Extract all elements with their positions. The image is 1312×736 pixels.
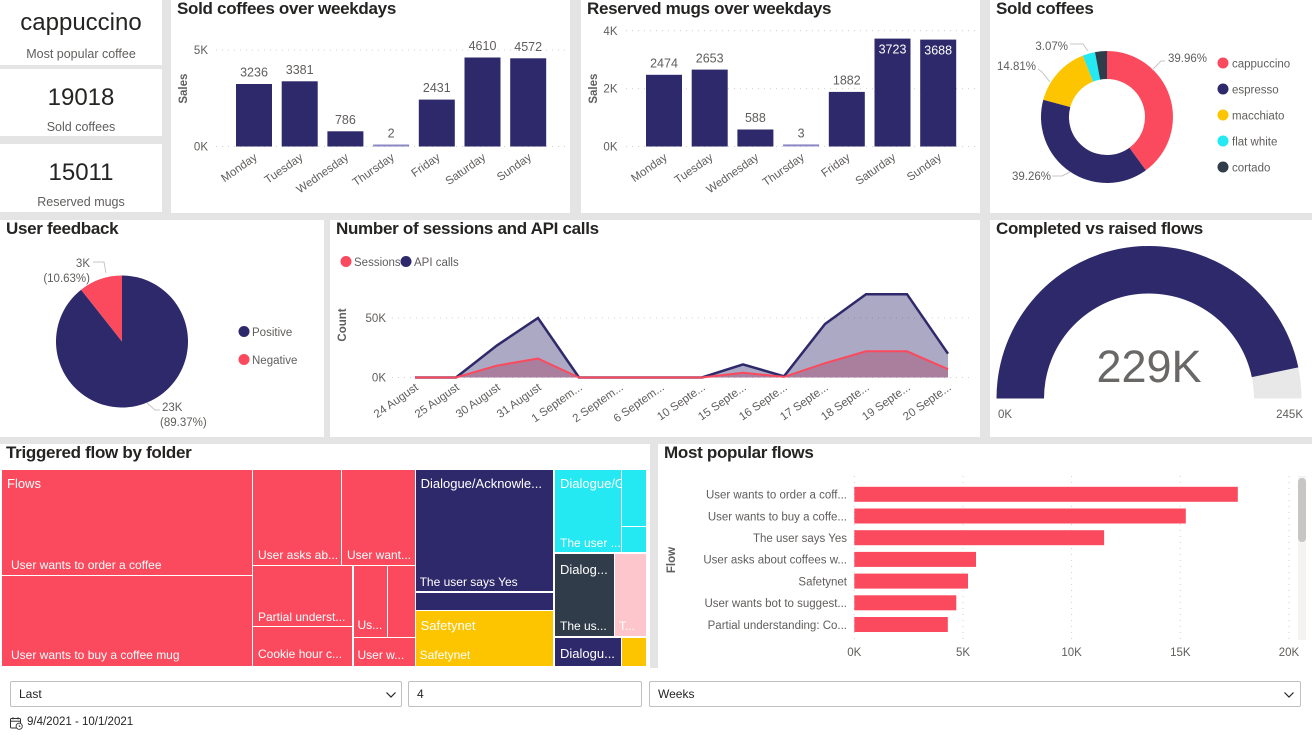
svg-text:Monday: Monday	[219, 151, 260, 184]
svg-text:3K: 3K	[76, 258, 90, 270]
svg-text:The user says Yes: The user says Yes	[753, 533, 847, 545]
svg-text:0K: 0K	[194, 141, 208, 153]
svg-text:Sales: Sales	[588, 74, 600, 104]
svg-text:2: 2	[388, 127, 395, 141]
svg-text:(10.63%): (10.63%)	[43, 273, 90, 285]
svg-text:786: 786	[335, 113, 356, 127]
svg-text:4572: 4572	[514, 40, 542, 54]
svg-text:Sunday: Sunday	[905, 151, 944, 183]
svg-text:4610: 4610	[469, 39, 497, 53]
svg-text:2653: 2653	[696, 51, 724, 65]
svg-text:Wednesday: Wednesday	[705, 151, 762, 196]
svg-text:10K: 10K	[1061, 647, 1082, 659]
svg-text:User wants to order a coff...: User wants to order a coff...	[706, 490, 847, 502]
svg-text:User wants to buy a coffe...: User wants to buy a coffe...	[708, 511, 847, 523]
svg-text:cortado: cortado	[1232, 163, 1270, 175]
svg-text:Safetynet: Safetynet	[798, 576, 847, 588]
svg-text:Sales: Sales	[178, 74, 190, 104]
svg-text:1882: 1882	[833, 74, 861, 88]
svg-text:20K: 20K	[1279, 647, 1300, 659]
svg-text:Friday: Friday	[819, 151, 852, 179]
svg-text:User wants bot to suggest...: User wants bot to suggest...	[704, 598, 847, 610]
svg-text:5K: 5K	[956, 647, 970, 659]
svg-text:39.96%: 39.96%	[1168, 53, 1207, 65]
svg-text:2K: 2K	[603, 84, 617, 96]
svg-text:Saturday: Saturday	[854, 151, 899, 187]
svg-text:Thursday: Thursday	[351, 151, 397, 188]
svg-text:30 August: 30 August	[454, 381, 503, 421]
svg-text:3.07%: 3.07%	[1035, 41, 1068, 53]
svg-text:245K: 245K	[1276, 409, 1303, 421]
svg-text:3236: 3236	[240, 66, 268, 80]
svg-text:3723: 3723	[879, 43, 907, 57]
svg-text:0K: 0K	[372, 373, 386, 385]
svg-text:Tuesday: Tuesday	[673, 151, 716, 186]
svg-text:Tuesday: Tuesday	[263, 151, 306, 186]
svg-text:(89.37%): (89.37%)	[160, 417, 207, 429]
svg-text:15K: 15K	[1170, 647, 1191, 659]
svg-text:Partial understanding: Co...: Partial understanding: Co...	[708, 620, 847, 632]
svg-text:cappuccino: cappuccino	[1232, 59, 1290, 71]
svg-text:Positive: Positive	[252, 327, 292, 339]
svg-text:588: 588	[745, 111, 766, 125]
svg-text:espresso: espresso	[1232, 85, 1279, 97]
svg-text:2474: 2474	[650, 57, 678, 71]
svg-text:macchiato: macchiato	[1232, 111, 1284, 123]
svg-text:API calls: API calls	[414, 257, 459, 269]
svg-text:0K: 0K	[998, 409, 1012, 421]
svg-text:Count: Count	[337, 308, 349, 341]
svg-text:0K: 0K	[847, 647, 861, 659]
svg-text:25 August: 25 August	[413, 381, 462, 421]
svg-text:Thursday: Thursday	[761, 151, 807, 188]
svg-text:2431: 2431	[423, 81, 451, 95]
svg-text:Flow: Flow	[666, 547, 678, 573]
svg-text:Friday: Friday	[409, 151, 442, 179]
svg-text:3: 3	[798, 126, 805, 140]
svg-text:Negative: Negative	[252, 355, 297, 367]
svg-text:Wednesday: Wednesday	[295, 151, 352, 196]
svg-text:0K: 0K	[603, 141, 617, 153]
svg-text:14.81%: 14.81%	[997, 61, 1036, 73]
svg-text:229K: 229K	[1096, 341, 1201, 392]
svg-text:flat white: flat white	[1232, 137, 1277, 149]
svg-text:User asks about coffees w...: User asks about coffees w...	[703, 555, 847, 567]
svg-text:Saturday: Saturday	[444, 151, 489, 187]
svg-text:Monday: Monday	[629, 151, 670, 184]
svg-text:24 August: 24 August	[372, 381, 421, 421]
svg-text:23K: 23K	[162, 402, 183, 414]
svg-text:50K: 50K	[366, 313, 387, 325]
svg-text:Sessions: Sessions	[354, 257, 401, 269]
svg-text:39.26%: 39.26%	[1012, 171, 1051, 183]
svg-text:4K: 4K	[603, 26, 617, 38]
svg-text:3381: 3381	[286, 63, 314, 77]
svg-text:3688: 3688	[924, 44, 952, 58]
svg-text:5K: 5K	[194, 45, 208, 57]
svg-text:Sunday: Sunday	[495, 151, 534, 183]
